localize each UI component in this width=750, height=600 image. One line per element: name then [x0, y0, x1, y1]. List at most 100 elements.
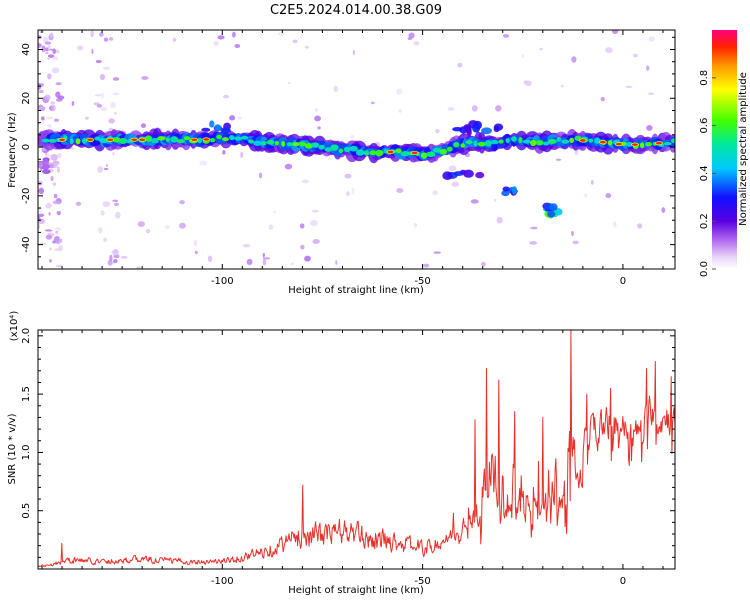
speckle — [312, 238, 320, 244]
speckle — [229, 115, 236, 121]
speckle — [407, 37, 413, 40]
speckle — [231, 31, 236, 38]
speckle — [637, 223, 643, 229]
speckle — [49, 259, 52, 263]
y-tick-label: 40 — [21, 43, 32, 56]
spectral-blob — [475, 171, 485, 179]
speckle — [50, 153, 59, 161]
speckle — [164, 225, 170, 230]
y-tick-label: 2.0 — [21, 328, 32, 344]
speckle — [102, 201, 111, 207]
speckle — [42, 36, 49, 43]
speckle — [292, 39, 298, 43]
speckle — [451, 181, 460, 187]
y-tick-label: 20 — [21, 92, 32, 105]
speckle — [237, 116, 243, 120]
top-x-axis-title: Height of straight line (km) — [288, 285, 424, 296]
speckle — [55, 82, 62, 86]
speckle — [350, 134, 355, 139]
speckle — [661, 207, 666, 214]
ridge-bright — [261, 141, 267, 146]
ridge-bright — [343, 146, 351, 153]
ridge-bright — [355, 149, 365, 156]
speckle — [502, 34, 510, 38]
ridge-bright — [369, 150, 377, 156]
speckle — [521, 53, 524, 59]
ridge-bright — [318, 144, 325, 150]
ridge-bright — [535, 139, 544, 146]
ridge-bright — [170, 136, 179, 143]
top-y-axis: -40 -20 0 20 40 — [21, 36, 675, 270]
speckle — [110, 101, 116, 109]
spectral-blob — [547, 210, 556, 218]
x-tick-label: -100 — [211, 276, 234, 287]
speckle — [448, 165, 457, 172]
ridge-hot — [131, 138, 138, 142]
spectral-blob — [502, 186, 510, 192]
y-tick-label: -40 — [21, 236, 32, 252]
snr-series-line — [38, 330, 675, 568]
ridge-bright — [400, 151, 410, 157]
ridge-bright — [594, 137, 601, 144]
ridge-bright — [498, 139, 504, 144]
bottom-y-axis-title: SNR (10 * v/v) — [7, 413, 18, 484]
ridge-bright — [298, 141, 307, 147]
speckle — [44, 47, 50, 52]
ridge-bright — [645, 141, 652, 147]
speckle — [529, 241, 538, 245]
colorbar — [712, 30, 737, 269]
ridge-bright — [183, 136, 191, 141]
ridge-bright — [241, 135, 249, 140]
speckle — [91, 48, 94, 55]
speckle — [496, 216, 503, 224]
ridge-bright — [432, 147, 442, 153]
ridge-bright — [69, 138, 74, 145]
y-tick-label: 0 — [21, 144, 32, 150]
ridge-bright — [176, 139, 185, 144]
speckle — [141, 76, 149, 80]
speckle — [112, 151, 115, 156]
speckle — [49, 48, 56, 51]
speckle — [304, 45, 309, 49]
speckle — [57, 152, 62, 159]
ridge-bright — [222, 137, 229, 142]
colorbar-tick-label: 0.6 — [699, 118, 710, 134]
speckle — [71, 100, 75, 107]
bottom-y-axis: 0.5 1.0 1.5 2.0 — [21, 328, 675, 558]
ridge-hot — [107, 138, 114, 142]
speckle — [457, 62, 463, 68]
ridge-bright — [41, 138, 51, 143]
spectral-blob — [453, 171, 465, 176]
speckle — [310, 219, 318, 227]
speckle — [335, 260, 338, 265]
speckle — [600, 96, 605, 102]
speckle — [246, 258, 253, 266]
speckle — [179, 200, 185, 205]
speckle — [52, 240, 57, 244]
spectral-blob — [201, 127, 211, 132]
speckle — [56, 264, 63, 268]
speckle — [495, 105, 502, 112]
ridge-bright — [548, 139, 557, 145]
spectral-blob — [38, 161, 43, 169]
x-tick-label: 0 — [620, 276, 626, 287]
ridge-bright — [453, 141, 460, 148]
speckle — [48, 163, 56, 169]
ridge-hot — [387, 150, 394, 154]
speckle — [52, 182, 57, 186]
x-tick-label: 0 — [620, 576, 626, 587]
speckle — [471, 105, 478, 112]
ridge-bright — [639, 142, 645, 149]
speckle — [41, 45, 46, 53]
ridge-bright — [670, 138, 675, 143]
speckle — [613, 221, 617, 228]
spectral-blob — [511, 186, 518, 195]
speckle — [97, 166, 104, 173]
ridge-bright — [395, 148, 402, 154]
speckle — [96, 104, 103, 108]
speckle — [193, 240, 198, 247]
speckle — [539, 47, 543, 51]
speckle — [45, 234, 53, 240]
ridge-bright — [530, 139, 537, 147]
